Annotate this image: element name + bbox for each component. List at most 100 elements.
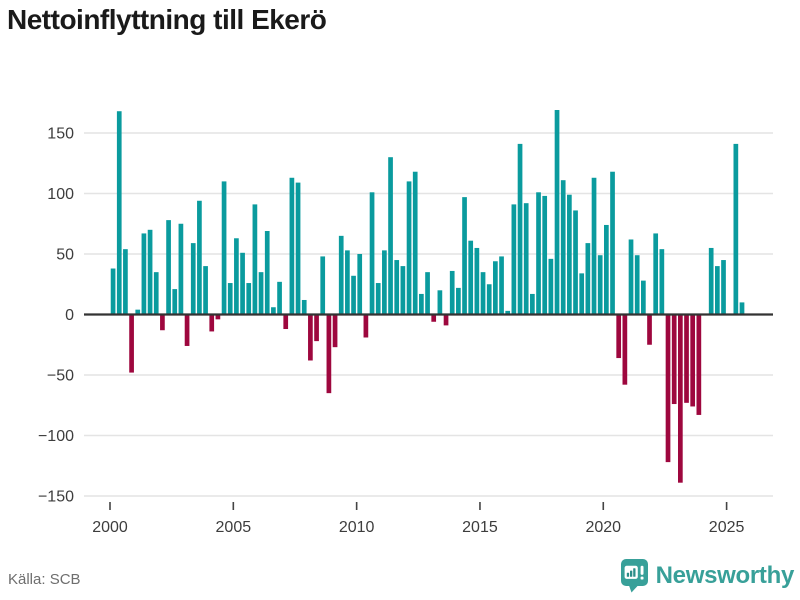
bar-positive xyxy=(141,233,147,315)
bar-negative xyxy=(283,314,289,330)
bar-negative xyxy=(622,314,628,385)
bar-negative xyxy=(332,314,338,348)
y-tick-label: 0 xyxy=(65,307,74,324)
bar-positive xyxy=(536,192,541,315)
bar-positive xyxy=(166,220,171,315)
bar-positive xyxy=(462,197,467,315)
bar-positive xyxy=(597,255,603,315)
bar-positive xyxy=(437,290,443,315)
bar-positive xyxy=(277,281,282,315)
bar-positive xyxy=(554,110,560,315)
bar-positive xyxy=(567,194,572,315)
y-tick-label: −50 xyxy=(47,368,74,385)
x-tick-label: 2015 xyxy=(462,519,498,536)
bar-positive xyxy=(604,224,609,315)
bar-positive xyxy=(246,283,252,315)
bar-positive xyxy=(295,182,301,315)
bar-positive xyxy=(542,195,548,315)
bar-positive xyxy=(400,266,406,315)
y-tick-label: 100 xyxy=(47,186,74,203)
bar-positive xyxy=(480,272,486,315)
bar-positive xyxy=(227,283,233,315)
y-tick-label: 50 xyxy=(56,247,74,264)
brand-lockup: Newsworthy xyxy=(620,559,794,593)
bar-positive xyxy=(394,260,400,315)
bar-positive xyxy=(289,177,295,315)
bar-positive xyxy=(172,289,178,315)
bar-positive xyxy=(523,203,529,315)
bar-positive xyxy=(499,256,504,315)
newsworthy-logo-icon xyxy=(620,559,648,593)
bar-positive xyxy=(252,204,258,315)
bar-positive xyxy=(573,210,578,315)
bar-negative xyxy=(363,314,369,338)
bar-positive xyxy=(641,280,646,315)
bar-positive xyxy=(178,223,184,315)
x-tick-label: 2025 xyxy=(709,519,745,536)
bar-positive xyxy=(123,249,128,315)
bar-positive xyxy=(505,310,511,315)
bar-positive xyxy=(585,243,591,315)
bar-negative xyxy=(308,314,313,361)
bar-negative xyxy=(443,314,449,326)
bar-positive xyxy=(221,181,227,315)
bars-group xyxy=(110,110,745,483)
bar-positive xyxy=(579,273,585,315)
bar-positive xyxy=(258,272,264,315)
y-tick-label: 150 xyxy=(47,126,74,143)
bar-positive xyxy=(382,250,387,315)
bar-positive xyxy=(511,204,517,315)
bar-negative xyxy=(696,314,702,415)
x-axis-group: 2000 2005 2010 2015 2020 2025 xyxy=(92,502,744,536)
bar-positive xyxy=(493,261,498,315)
bar-negative xyxy=(616,314,622,359)
bar-positive xyxy=(375,283,381,315)
bar-positive xyxy=(203,266,208,315)
x-tick-label: 2000 xyxy=(92,519,128,536)
x-tick-label: 2010 xyxy=(339,519,375,536)
bar-negative xyxy=(684,314,689,403)
bar-negative xyxy=(678,314,683,483)
bar-negative xyxy=(209,314,215,332)
bar-positive xyxy=(369,192,375,315)
x-tick-label: 2005 xyxy=(216,519,252,536)
bar-positive xyxy=(338,235,344,315)
bar-positive xyxy=(264,231,270,315)
bar-positive xyxy=(560,180,566,315)
bar-positive xyxy=(468,240,474,315)
bar-positive xyxy=(197,200,202,315)
bar-positive xyxy=(733,143,739,315)
bar-positive xyxy=(110,268,116,315)
bar-positive xyxy=(653,233,659,315)
bar-negative xyxy=(314,314,319,342)
bar-negative xyxy=(665,314,671,463)
bar-negative xyxy=(647,314,652,345)
bar-positive xyxy=(190,243,196,315)
page-title: Nettoinflyttning till Ekerö xyxy=(7,4,327,35)
bar-positive xyxy=(474,247,480,315)
bar-negative xyxy=(690,314,696,407)
y-tick-label: −150 xyxy=(38,489,74,506)
bar-positive xyxy=(351,275,356,315)
bar-positive xyxy=(388,157,393,315)
bar-positive xyxy=(147,229,153,315)
bar-positive xyxy=(240,252,245,315)
bar-positive xyxy=(486,284,492,315)
y-tick-label: −100 xyxy=(38,428,74,445)
bar-positive xyxy=(153,272,159,315)
migration-bar-chart: 150 100 50 0 −50 −100 −150 2000 2005 2010 2015 2020… xyxy=(38,110,773,536)
bar-positive xyxy=(708,247,714,315)
bar-positive xyxy=(449,270,455,315)
bar-negative xyxy=(431,314,437,322)
y-axis-labels: 150 100 50 0 −50 −100 −150 xyxy=(38,126,74,506)
bar-positive xyxy=(234,238,239,315)
bar-positive xyxy=(715,266,720,315)
bar-positive xyxy=(739,302,745,315)
bar-positive xyxy=(135,309,141,315)
bar-positive xyxy=(357,254,363,315)
x-tick-label: 2020 xyxy=(585,519,621,536)
bar-positive xyxy=(628,239,634,315)
bar-positive xyxy=(301,299,307,315)
bar-negative xyxy=(326,314,332,394)
